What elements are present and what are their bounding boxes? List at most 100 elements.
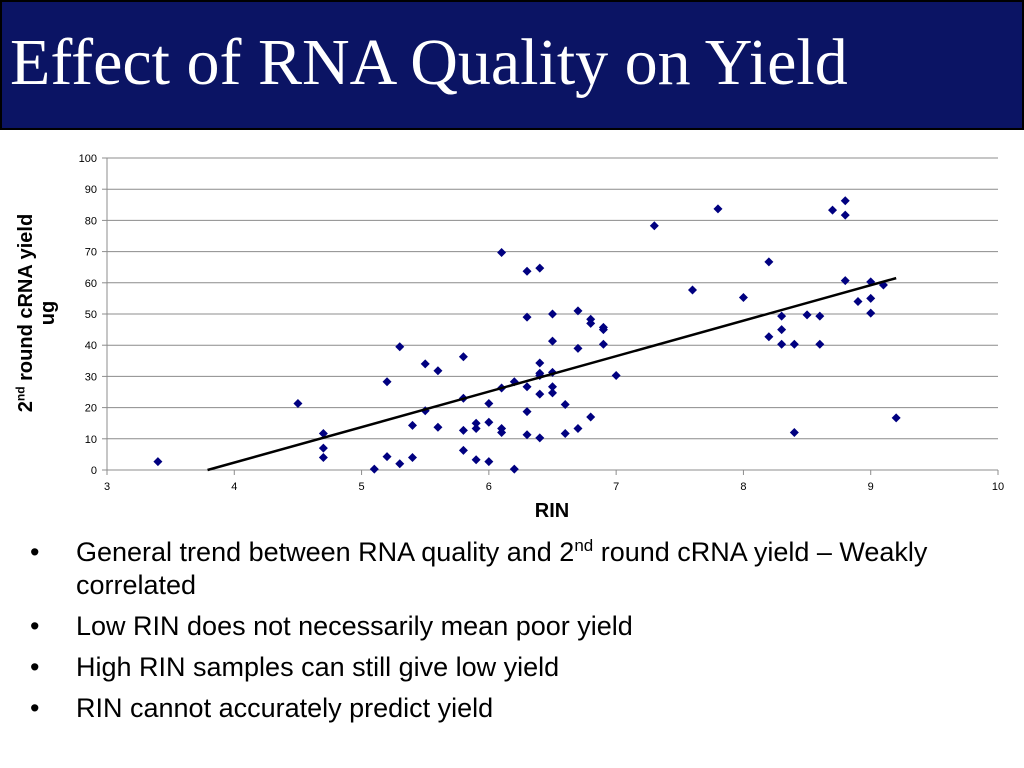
- data-point: [458, 352, 468, 362]
- data-point: [598, 325, 608, 335]
- data-point: [522, 312, 532, 322]
- bullet-marker: •: [30, 611, 40, 641]
- bullet-text-sup: nd: [574, 536, 594, 555]
- bullet-item: • General trend between RNA quality and 2…: [30, 536, 990, 602]
- data-point: [548, 388, 557, 398]
- y-tick-label: 30: [85, 371, 97, 383]
- x-tick-label: 7: [613, 481, 619, 493]
- data-point: [840, 210, 850, 220]
- data-point: [522, 407, 532, 417]
- data-point: [535, 433, 545, 443]
- data-point: [548, 382, 557, 392]
- data-point: [815, 311, 825, 321]
- data-point: [458, 425, 468, 435]
- y-axis-label: 2nd round cRNA yield ug: [13, 213, 59, 413]
- y-tick-label: 40: [85, 340, 97, 352]
- x-tick-label: 3: [104, 481, 110, 493]
- x-tick-label: 5: [359, 481, 365, 493]
- y-tick-label: 90: [85, 184, 97, 196]
- x-tick-label: 10: [992, 481, 1004, 493]
- bullet-text-pre: High RIN samples can still give low yiel…: [76, 652, 560, 682]
- data-point: [522, 430, 532, 440]
- data-point: [318, 428, 328, 438]
- data-point: [789, 339, 799, 349]
- data-point: [815, 339, 825, 349]
- data-point: [484, 399, 494, 409]
- title-bar: Effect of RNA Quality on Yield: [0, 0, 1024, 130]
- bullet-list: • General trend between RNA quality and 2…: [30, 536, 990, 733]
- x-axis-label: RIN: [534, 500, 570, 522]
- data-point: [471, 424, 481, 434]
- x-tick-label: 9: [868, 481, 874, 493]
- scatter-chart: 0 10 20 30 40 50 60 70 80 90 100 3 4 5 6 7 8 9 10: [79, 153, 1004, 493]
- y-axis-label-post: round cRNA yield: [15, 213, 37, 387]
- data-point: [764, 332, 774, 342]
- data-point: [548, 336, 557, 346]
- data-point: [586, 318, 596, 328]
- data-point: [802, 310, 812, 320]
- data-point: [586, 412, 596, 422]
- trendline: [207, 276, 897, 472]
- y-tick-label: 70: [85, 247, 97, 259]
- bullet-text-pre: RIN cannot accurately predict yield: [76, 693, 494, 723]
- data-point: [840, 196, 850, 206]
- data-point: [497, 428, 507, 438]
- y-tick-label: 20: [85, 403, 97, 415]
- data-point: [471, 455, 481, 465]
- data-point: [548, 309, 557, 319]
- data-point: [497, 248, 507, 258]
- data-point: [777, 325, 787, 335]
- data-point: [611, 370, 621, 380]
- data-point: [764, 257, 774, 267]
- data-point: [433, 422, 443, 432]
- data-point: [853, 297, 863, 307]
- data-point: [891, 413, 901, 423]
- y-tick-label: 60: [85, 278, 97, 290]
- data-point: [293, 399, 303, 409]
- data-point: [840, 276, 850, 286]
- data-point: [318, 453, 328, 463]
- data-point: [573, 424, 583, 434]
- y-tick-label: 100: [79, 153, 97, 165]
- data-point: [866, 308, 876, 318]
- data-point: [777, 339, 787, 349]
- data-point: [535, 389, 545, 399]
- data-point: [458, 445, 468, 455]
- x-tick-label: 6: [486, 481, 492, 493]
- y-tick-label: 80: [85, 215, 97, 227]
- data-point: [318, 443, 328, 453]
- y-tick-label: 0: [91, 465, 97, 477]
- data-point: [153, 457, 163, 467]
- y-axis-label-unit: ug: [37, 300, 59, 326]
- bullet-item: • Low RIN does not necessarily mean poor …: [30, 610, 990, 643]
- data-point: [484, 457, 494, 467]
- data-point: [395, 459, 405, 469]
- y-tick-label: 10: [85, 434, 97, 446]
- data-point: [713, 204, 723, 214]
- data-point: [688, 285, 698, 295]
- data-point: [522, 382, 532, 392]
- x-tick-label: 4: [231, 481, 237, 493]
- data-point: [560, 399, 570, 409]
- data-point: [777, 311, 787, 321]
- bullet-item: • RIN cannot accurately predict yield: [30, 692, 990, 725]
- data-point: [573, 343, 583, 353]
- data-point: [382, 452, 392, 462]
- data-point: [382, 377, 392, 387]
- data-point: [471, 418, 481, 428]
- data-point: [433, 366, 443, 376]
- y-axis-label-pre: 2: [15, 401, 37, 413]
- data-point: [789, 428, 799, 438]
- data-point: [828, 205, 838, 215]
- data-point: [522, 266, 532, 276]
- bullet-marker: •: [30, 652, 40, 682]
- data-point: [573, 306, 583, 316]
- bullet-marker: •: [30, 537, 40, 567]
- data-point: [866, 293, 876, 303]
- bullet-text-pre: General trend between RNA quality and 2: [76, 537, 575, 567]
- bullet-text-pre: Low RIN does not necessarily mean poor y…: [76, 611, 633, 641]
- data-point: [407, 453, 417, 463]
- data-point: [407, 420, 417, 430]
- x-tick-label: 8: [740, 481, 746, 493]
- data-point: [535, 263, 545, 273]
